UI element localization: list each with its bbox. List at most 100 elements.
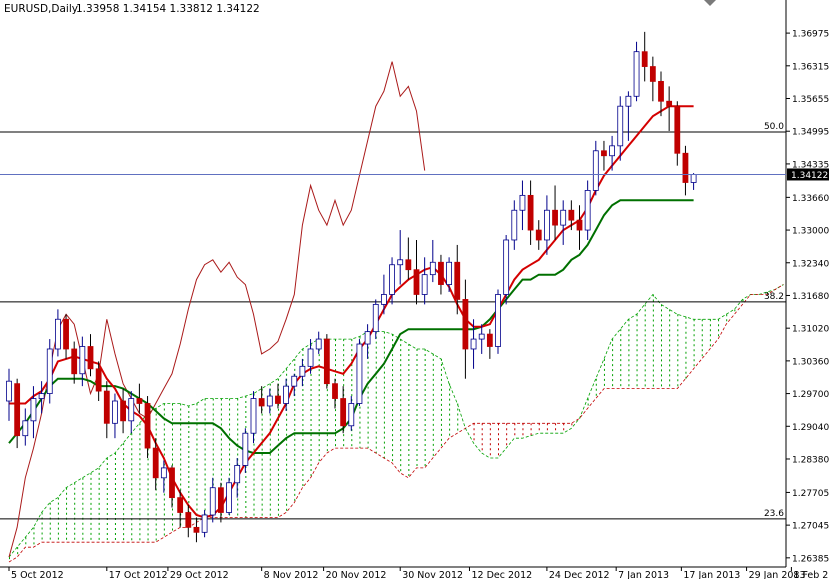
y-tick-label-14: 1.27705 — [792, 489, 829, 499]
candle-body-15 — [128, 398, 135, 422]
candle-body-70 — [576, 219, 583, 231]
candle-body-67 — [552, 209, 558, 226]
candle-body-48 — [397, 259, 404, 266]
candle-body-74 — [609, 145, 615, 157]
candle-body-61 — [503, 239, 510, 295]
fibonacci-levels: 50.0 38.2 23.6 — [0, 122, 786, 520]
chikou-line — [8, 61, 426, 558]
candle-body-3 — [30, 398, 37, 422]
candle-body-17 — [144, 403, 151, 449]
candle-body-58 — [478, 333, 485, 340]
candle-body-50 — [413, 269, 420, 295]
candle-body-80 — [658, 81, 664, 102]
candle-body-72 — [592, 150, 599, 191]
candle-body-28 — [234, 465, 241, 484]
x-tick-label-11: 8 Feb 2013 — [793, 570, 829, 579]
candle-body-5 — [46, 348, 53, 394]
x-tick-label-10: 29 Jan 2013 — [749, 570, 806, 579]
candle-body-25 — [209, 487, 216, 516]
candle-body-0 — [6, 380, 12, 402]
y-tick-label-16: 1.26385 — [792, 554, 829, 564]
x-tick-label-1: 17 Oct 2012 — [109, 570, 168, 579]
senkou-span-b-line — [8, 284, 784, 563]
candle-body-46 — [380, 294, 387, 305]
candle-body-79 — [649, 66, 656, 82]
candle-body-34 — [283, 385, 290, 404]
candle-body-83 — [682, 152, 689, 183]
candle-body-82 — [674, 105, 681, 154]
y-tick-label-4: 1.34335 — [792, 160, 829, 170]
candle-body-69 — [568, 209, 575, 221]
candle-body-43 — [356, 343, 363, 404]
candle-body-27 — [226, 482, 232, 513]
candle-body-16 — [136, 398, 143, 404]
candle-body-77 — [633, 51, 640, 97]
chart-shift-marker-icon[interactable] — [704, 0, 716, 6]
candle-body-22 — [185, 512, 192, 528]
candle-body-57 — [470, 338, 477, 350]
candle-body-20 — [169, 467, 175, 499]
candle-body-51 — [421, 274, 428, 295]
y-tick-label-11: 1.29700 — [792, 390, 829, 400]
y-tick-label-9: 1.31020 — [792, 325, 829, 335]
candle-body-63 — [519, 194, 526, 211]
candle-body-29 — [242, 432, 249, 466]
y-tick-label-1: 1.36315 — [792, 62, 829, 72]
candle-body-81 — [666, 100, 673, 107]
candle-body-11 — [95, 368, 102, 392]
y-tick-label-5: 1.33660 — [792, 194, 829, 204]
candle-body-76 — [625, 95, 632, 107]
candle-body-54 — [446, 261, 453, 285]
candle-body-42 — [348, 403, 355, 427]
candle-body-37 — [307, 348, 314, 367]
candle-body-31 — [258, 398, 265, 407]
x-tick-label-9: 17 Jan 2013 — [683, 570, 740, 579]
candle-body-64 — [527, 194, 534, 231]
candle-body-12 — [103, 390, 110, 424]
current-price-label-bg — [787, 168, 829, 181]
candle-body-39 — [323, 338, 330, 385]
x-tick-label-5: 30 Nov 2012 — [402, 570, 463, 579]
y-tick-label-0: 1.36975 — [792, 30, 829, 40]
x-tick-label-4: 20 Nov 2012 — [326, 570, 387, 579]
x-tick-label-8: 7 Jan 2013 — [618, 570, 669, 579]
candle-body-14 — [120, 400, 126, 422]
candle-body-4 — [38, 393, 45, 399]
candle-body-9 — [79, 346, 86, 375]
y-tick-label-10: 1.30360 — [792, 357, 829, 367]
candle-body-33 — [275, 395, 281, 404]
candle-body-19 — [160, 467, 167, 479]
y-tick-label-15: 1.27045 — [792, 522, 829, 532]
candle-body-66 — [544, 209, 550, 241]
candle-body-26 — [217, 487, 224, 513]
y-tick-label-3: 1.34995 — [792, 128, 829, 138]
candle-body-8 — [71, 348, 78, 375]
candle-body-52 — [429, 261, 436, 276]
level-label-2: 23.6 — [764, 509, 784, 519]
y-tick-label-12: 1.29040 — [792, 423, 829, 433]
level-label-0: 50.0 — [764, 122, 784, 132]
candle-body-62 — [511, 209, 518, 241]
candle-body-65 — [535, 229, 542, 241]
candle-body-24 — [201, 514, 208, 533]
senkou-span-a-line — [8, 284, 784, 558]
chart-header-symbol: EURUSD,Daily — [4, 3, 78, 15]
chikou-span — [8, 61, 426, 558]
candle-body-40 — [332, 383, 338, 399]
candle-body-2 — [22, 420, 29, 437]
candle-body-49 — [405, 259, 412, 271]
candle-body-59 — [486, 333, 493, 347]
current-price-label: 1.34122 — [791, 171, 828, 181]
y-tick-label-13: 1.28380 — [792, 455, 829, 465]
candle-body-71 — [584, 190, 591, 231]
candle-body-6 — [55, 318, 61, 350]
candle-body-45 — [372, 303, 379, 333]
candle-body-78 — [641, 51, 648, 67]
x-tick-label-0: 5 Oct 2012 — [11, 570, 64, 579]
candle-body-7 — [63, 318, 69, 350]
candle-body-21 — [177, 497, 184, 513]
candle-body-10 — [87, 346, 94, 370]
y-tick-label-6: 1.33000 — [792, 227, 829, 237]
